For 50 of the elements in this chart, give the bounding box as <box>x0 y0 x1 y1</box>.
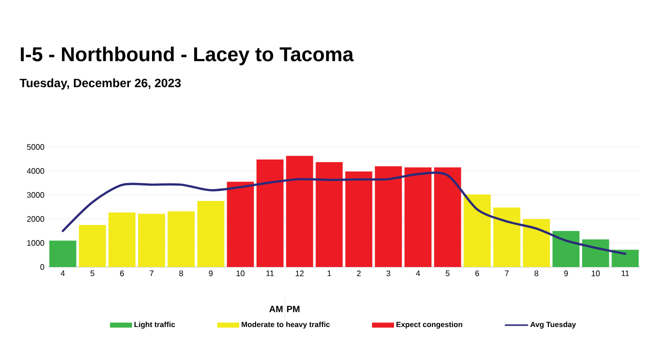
x-tick-label: 10 <box>592 270 600 276</box>
bar <box>612 250 639 268</box>
x-tick-label: 5 <box>446 270 450 276</box>
bar <box>256 159 284 268</box>
x-tick-label: 8 <box>534 270 538 276</box>
x-tick-label: 9 <box>564 270 568 276</box>
x-tick-label: 3 <box>386 270 390 276</box>
bar <box>464 194 491 268</box>
bar <box>345 171 372 268</box>
text: PM <box>287 306 300 312</box>
bar <box>78 225 106 268</box>
x-tick-label: 9 <box>208 270 213 276</box>
bar <box>316 162 343 268</box>
x-tick-label: 11 <box>266 270 274 276</box>
y-tick-label: 5000 <box>26 144 44 150</box>
bar <box>552 231 580 268</box>
bar <box>226 182 254 268</box>
chart-subtitle: Tuesday, December 26, 2023 <box>20 78 181 90</box>
text: AM <box>269 306 283 312</box>
x-tick-label: 12 <box>296 270 304 276</box>
bar <box>493 207 520 268</box>
x-tick-label: 10 <box>236 270 245 276</box>
bar <box>582 239 610 268</box>
x-tick-label: 6 <box>475 270 480 276</box>
x-tick-label: 8 <box>179 270 184 276</box>
y-tick-label: 3000 <box>26 192 44 198</box>
bar <box>374 166 402 268</box>
x-tick-label: 7 <box>504 270 509 276</box>
x-tick-label: 7 <box>150 270 154 276</box>
chart-title: I-5 - Northbound - Lacey to Tacoma <box>20 46 354 66</box>
x-tick-label: 4 <box>60 270 65 276</box>
x-tick-label: 1 <box>328 270 332 276</box>
bar <box>404 167 432 268</box>
x-tick-label: 2 <box>356 270 361 276</box>
bar <box>49 240 76 268</box>
y-tick-label: 0 <box>40 264 44 270</box>
x-tick-label: 5 <box>90 270 94 276</box>
bar <box>286 156 314 268</box>
bar <box>168 211 195 268</box>
bar <box>197 201 224 268</box>
x-tick-label: 4 <box>416 270 420 276</box>
y-tick-label: 1000 <box>27 240 44 246</box>
bar <box>434 167 462 268</box>
x-tick-label: 6 <box>120 270 124 276</box>
bar <box>522 219 550 268</box>
y-tick-label: 2000 <box>27 216 44 222</box>
x-tick-label: 11 <box>622 270 629 276</box>
bar <box>108 212 136 268</box>
bar <box>138 214 166 268</box>
y-tick-label: 4000 <box>26 168 44 174</box>
